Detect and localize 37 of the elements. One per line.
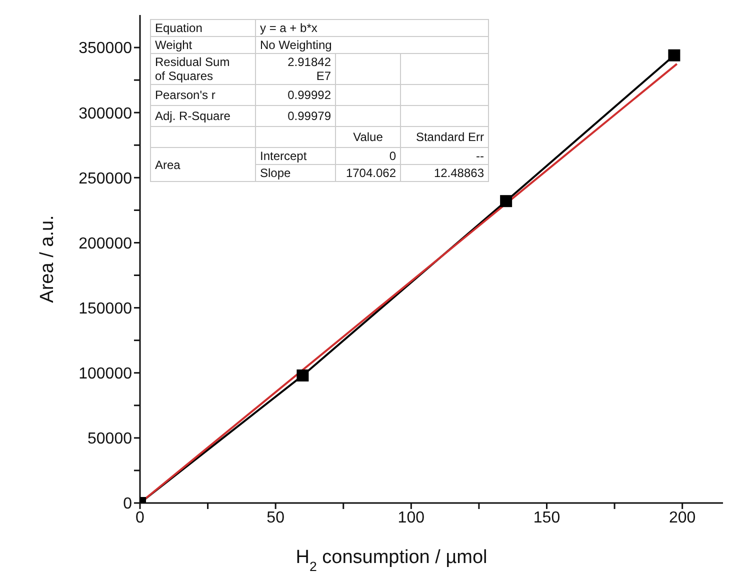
x-tick-label: 150 [533,509,560,526]
annotation: No Weighting [256,36,488,54]
y-tick-label: 150000 [78,300,132,318]
annotation: Equation [150,20,256,36]
y-tick-label: 100000 [78,366,132,383]
point [668,49,680,62]
x-tick-label: 0 [136,509,145,526]
y-axis-title: Area / a.u. [37,215,58,303]
annotation: Adj. R-Square [150,106,256,126]
annotation: Pearson's r [150,84,256,106]
y-tick-label: 300000 [78,105,132,122]
annotation: Value [336,126,400,148]
y-tick-label: 200000 [78,235,132,252]
annotation: Area [150,148,256,182]
annotation: 0.99992 [256,84,336,106]
point [296,369,309,382]
annotation: Residual Sum of Squares [155,55,231,83]
annotation: Slope [256,164,336,182]
x-tick-label: 50 [266,509,285,526]
annotation: 0 [336,148,400,164]
x-axis-title: H$_{2}$ consumption / µmol [296,547,488,574]
point [500,195,512,208]
y-tick-label: 250000 [78,170,132,188]
y-tick-label: 350000 [78,40,132,58]
x-tick-label: 100 [398,509,425,526]
annotation: Weight [150,36,256,54]
y-tick-label: 0 [123,496,132,513]
annotation: 1704.062 [336,164,400,182]
annotation: -- [400,148,488,164]
annotation: Standard Err [400,126,488,148]
y-tick-label: 50000 [88,430,132,448]
annotation: 0.99979 [256,106,336,126]
annotation: 12.48863 [400,164,488,182]
annotation: Intercept [256,148,336,164]
annotation: 2.91842 E7 [286,55,331,83]
x-tick-label: 200 [668,509,696,526]
annotation: y = a + b*x [256,20,488,36]
